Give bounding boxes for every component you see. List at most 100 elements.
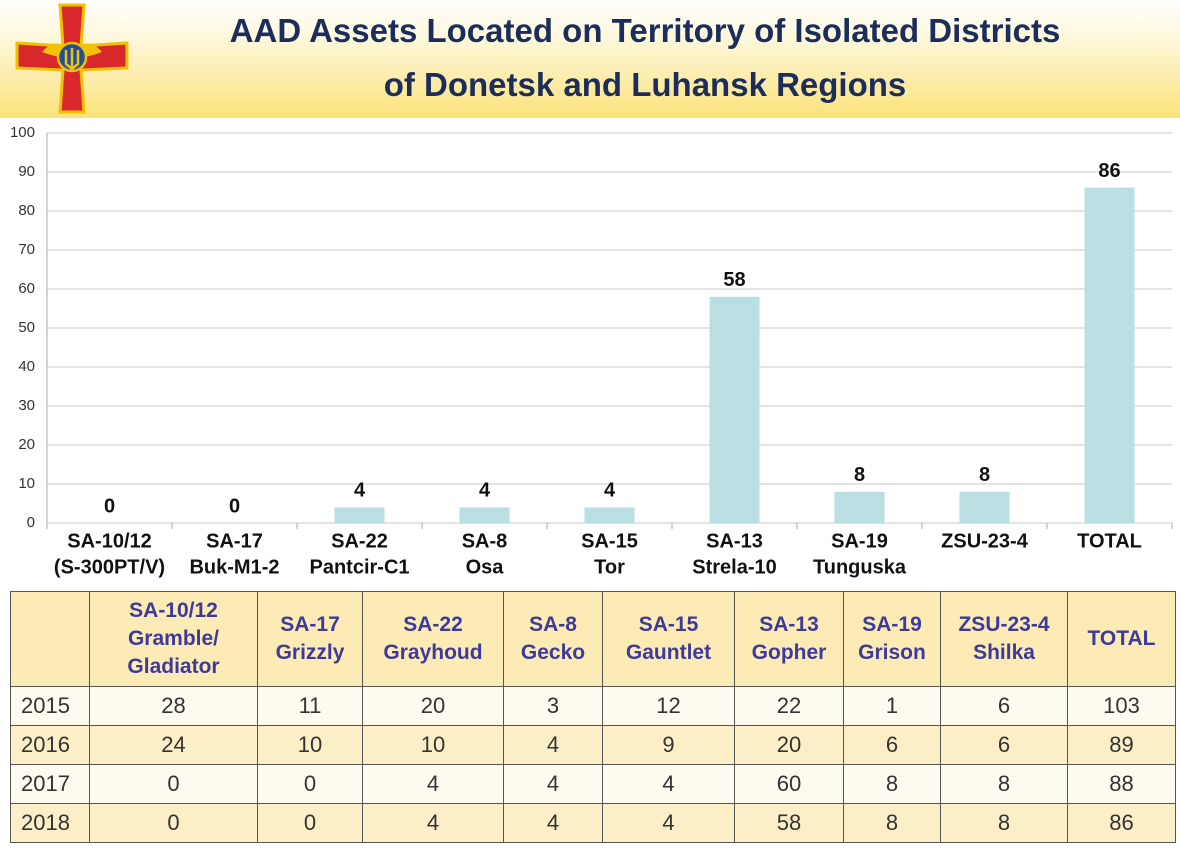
x-tick-label: SA-8 (462, 530, 508, 552)
bar (959, 491, 1010, 523)
x-tick-label: ZSU-23-4 (941, 530, 1029, 552)
x-tick-label: TOTAL (1077, 530, 1142, 552)
value-cell: 1 (843, 686, 941, 726)
column-header: SA-8 Gecko (503, 591, 603, 687)
logo (15, 3, 129, 114)
year-cell: 2015 (10, 686, 90, 726)
column-header-line: Grayhoud (383, 641, 483, 664)
x-tick-label: Buk-M1-2 (189, 556, 279, 578)
value-cell: 6 (940, 686, 1068, 726)
x-tick-label: SA-17 (206, 530, 263, 552)
x-tick-label: SA-13 (706, 530, 763, 552)
column-header-line: Grison (858, 641, 926, 664)
data-table: SA-10/12 Gramble/Gladiator SA-17 Grizzly SA-… (10, 591, 1176, 843)
column-header-line: SA-8 (529, 613, 577, 636)
y-tick-label: 10 (18, 475, 35, 492)
title-line: of Donetsk and Luhansk Regions (383, 66, 907, 103)
value-cell: 20 (734, 725, 844, 765)
data-label: 58 (723, 269, 745, 291)
column-header-line: Gopher (751, 641, 827, 664)
column-header-line: TOTAL (1087, 627, 1156, 650)
value-cell: 4 (503, 725, 603, 765)
data-label: 8 (979, 464, 990, 486)
y-tick-label: 90 (18, 163, 35, 180)
value-cell: 0 (89, 803, 258, 843)
value-cell: 103 (1067, 686, 1176, 726)
value-cell: 9 (602, 725, 735, 765)
x-tick-label: Tor (594, 556, 625, 578)
x-tick-label: SA-10/12 (67, 530, 152, 552)
x-tick-label: Strela-10 (692, 556, 777, 578)
x-tick-label: (S-300PT/V) (54, 556, 165, 578)
x-tick-label: SA-19 (831, 530, 888, 552)
column-header: TOTAL (1067, 591, 1176, 687)
column-header-line: Gauntlet (625, 641, 712, 664)
column-header: SA-13 Gopher (734, 591, 844, 687)
y-tick-label: 30 (18, 397, 35, 414)
value-cell: 4 (602, 803, 735, 843)
value-cell: 3 (503, 686, 603, 726)
bar (1084, 187, 1135, 523)
x-tick-label: Tunguska (813, 556, 907, 578)
table-row: 2016 24 10 10 4 9 20 6 6 89 (10, 725, 1176, 765)
value-cell: 88 (1067, 764, 1176, 804)
value-cell: 12 (602, 686, 735, 726)
chart: 0102030405060708090100SA-10/12(S-300PT/V… (10, 124, 1173, 578)
y-tick-label: 70 (18, 241, 35, 258)
header: AAD Assets Located on Territory of Isola… (0, 0, 1180, 118)
value-cell: 10 (257, 725, 363, 765)
year-cell: 2017 (10, 764, 90, 804)
x-tick-label: SA-15 (581, 530, 638, 552)
bar (459, 507, 510, 523)
column-header-line: SA-10/12 (129, 599, 218, 622)
y-tick-label: 0 (27, 514, 35, 531)
value-cell: 4 (362, 803, 504, 843)
data-label: 4 (479, 480, 491, 502)
x-tick-label: Pantcir-C1 (309, 556, 409, 578)
column-header: SA-15 Gauntlet (602, 591, 735, 687)
table-body: 2015 28 11 20 3 12 22 1 6 103 2016 24 10 10 4 9 20 6 6 89 20… (10, 686, 1176, 843)
value-cell: 10 (362, 725, 504, 765)
data-label: 0 (104, 495, 115, 517)
column-header: SA-19 Grison (843, 591, 941, 687)
column-header: ZSU-23-4 Shilka (940, 591, 1068, 687)
year-cell: 2016 (10, 725, 90, 765)
y-tick-label: 40 (18, 358, 35, 375)
value-cell: 4 (362, 764, 504, 804)
corner-cell (10, 591, 90, 687)
table-row: 2015 28 11 20 3 12 22 1 6 103 (10, 686, 1176, 726)
value-cell: 8 (940, 803, 1068, 843)
value-cell: 0 (89, 764, 258, 804)
column-header-line: Gecko (520, 641, 586, 664)
data-label: 0 (229, 495, 240, 517)
column-header-line: Shilka (973, 641, 1035, 664)
column-header: SA-10/12 Gramble/Gladiator (89, 591, 258, 687)
table-row: 2018 0 0 4 4 4 58 8 8 86 (10, 803, 1176, 843)
value-cell: 6 (940, 725, 1068, 765)
column-header-line: SA-13 (759, 613, 819, 636)
value-cell: 22 (734, 686, 844, 726)
column-header-line: ZSU-23-4 (958, 613, 1050, 636)
y-tick-label: 100 (10, 124, 35, 141)
value-cell: 8 (843, 803, 941, 843)
table-row: 2017 0 0 4 4 4 60 8 8 88 (10, 764, 1176, 804)
column-header-line: SA-17 (280, 613, 340, 636)
bar (334, 507, 385, 523)
value-cell: 20 (362, 686, 504, 726)
y-tick-label: 60 (18, 280, 35, 297)
value-cell: 60 (734, 764, 844, 804)
value-cell: 6 (843, 725, 941, 765)
value-cell: 0 (257, 764, 363, 804)
title: AAD Assets Located on Territory of Isola… (140, 4, 1150, 112)
data-label: 4 (354, 480, 366, 502)
value-cell: 28 (89, 686, 258, 726)
bar (709, 296, 760, 523)
value-cell: 89 (1067, 725, 1176, 765)
value-cell: 24 (89, 725, 258, 765)
bar (584, 507, 635, 523)
data-label: 8 (854, 464, 865, 486)
y-tick-label: 50 (18, 319, 35, 336)
value-cell: 8 (843, 764, 941, 804)
y-tick-label: 80 (18, 202, 35, 219)
value-cell: 8 (940, 764, 1068, 804)
